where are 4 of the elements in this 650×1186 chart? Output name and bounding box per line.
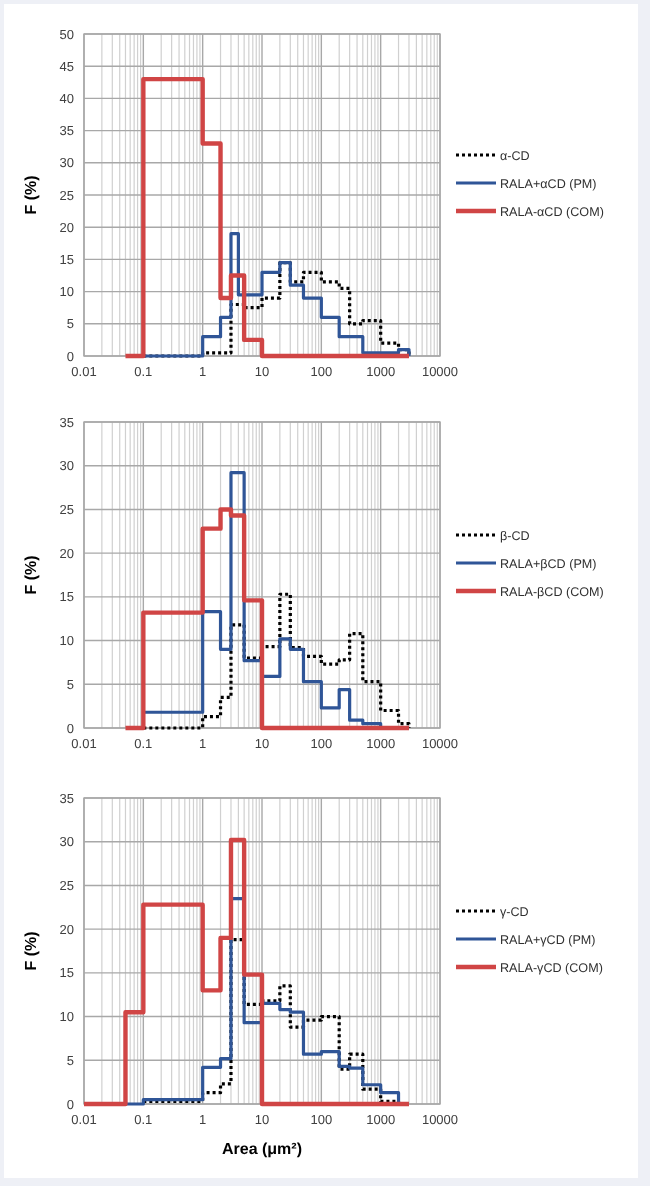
y-axis-title: F (%) [22,930,40,971]
y-axis-title: F (%) [22,174,40,215]
x-axis-title: Area (μm²) [221,1140,303,1158]
y-axis-title: F (%) [22,554,40,595]
